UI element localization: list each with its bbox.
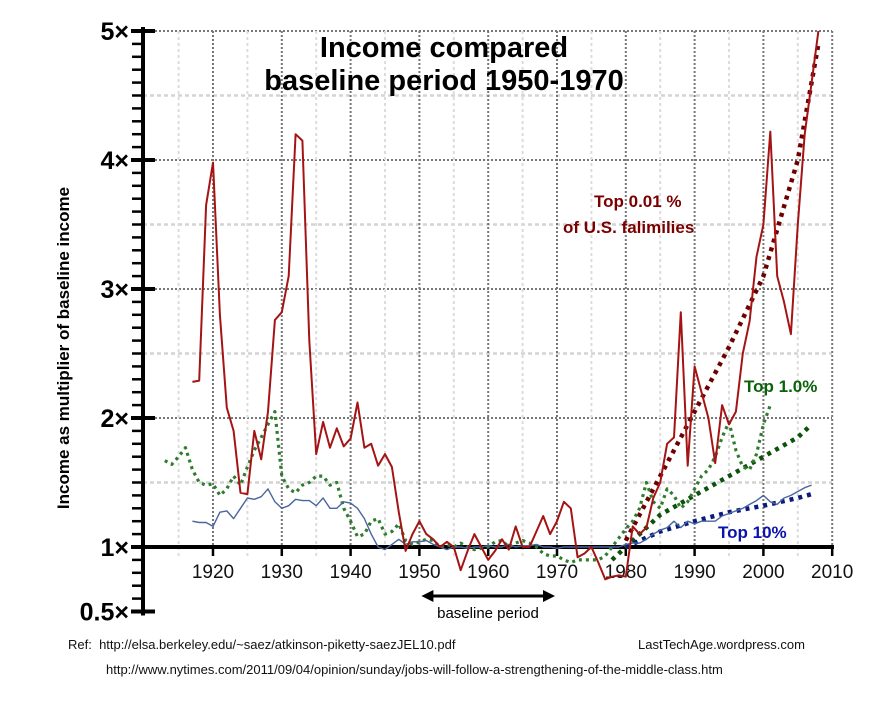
axes: 5× 4× 3× 2× 1× 0.5× 1920 1930 1940 1950 1960 1970 19… — [80, 18, 854, 627]
x-tick-label: 1990 — [673, 562, 715, 583]
series-line-top-0-01-of-u-s-falimilies — [192, 30, 820, 581]
ref-url-2[interactable]: http://www.nytimes.com/2011/09/04/opinio… — [106, 662, 723, 677]
series-label-top001-line-1: Top 0.01 % — [594, 192, 682, 211]
series — [164, 30, 820, 581]
x-tick-label: 1970 — [536, 562, 578, 583]
y-tick-label: 2× — [100, 405, 129, 433]
x-tick-label: 1950 — [398, 562, 440, 583]
series-label-top001-line-2: of U.S. falimilies — [563, 218, 694, 237]
y-tick-label: 4× — [100, 147, 129, 175]
y-axis-label: Income as multiplier of baseline income — [54, 187, 73, 509]
reference-1: Ref: http://elsa.berkeley.edu/~saez/atki… — [68, 637, 455, 652]
x-tick-label: 1930 — [261, 562, 303, 583]
x-tick-label: 1920 — [192, 562, 234, 583]
x-tick-label: 2010 — [811, 562, 853, 583]
baseline-period-arrow — [421, 590, 555, 602]
x-tick-label: 1940 — [329, 562, 371, 583]
labels: Income compared baseline period 1950-197… — [54, 32, 817, 622]
series-label-top1: Top 1.0% — [744, 377, 817, 396]
baseline-period-label: baseline period — [437, 605, 539, 622]
credit[interactable]: LastTechAge.wordpress.com — [638, 637, 805, 652]
ref-url-1[interactable]: http://elsa.berkeley.edu/~saez/atkinson-… — [99, 637, 456, 652]
y-tick-label: 0.5× — [80, 599, 129, 627]
y-tick-label: 1× — [100, 534, 129, 562]
y-tick-label: 3× — [100, 276, 129, 304]
y-tick-label: 5× — [100, 18, 129, 46]
series-label-top10: Top 10% — [718, 523, 787, 542]
trendline-top-1-0-trend — [610, 422, 814, 562]
trendline-top-10-trend — [624, 491, 813, 550]
chart-title-line-2: baseline period 1950-1970 — [264, 65, 623, 97]
trendline-top-0-01-trend — [623, 43, 821, 542]
ref-label: Ref: — [68, 637, 92, 652]
x-tick-label: 2000 — [742, 562, 784, 583]
arrow-head-right — [543, 590, 555, 602]
arrow-head-left — [421, 590, 434, 602]
trendlines — [610, 43, 821, 562]
grid — [143, 30, 834, 557]
series-line-top-10- — [192, 484, 812, 551]
series-line-top-1-0- — [164, 404, 772, 565]
x-tick-label: 1960 — [467, 562, 509, 583]
chart-title-line-1: Income compared — [320, 32, 568, 64]
